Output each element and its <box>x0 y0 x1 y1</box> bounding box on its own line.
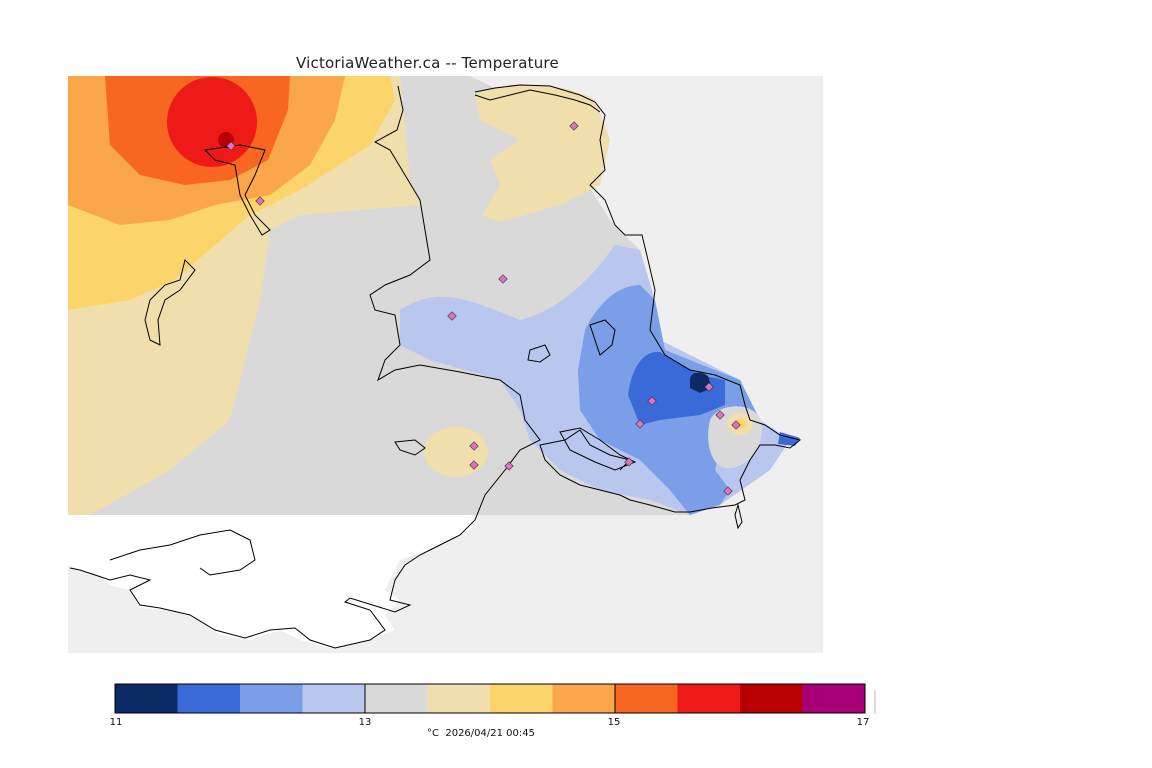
legend-band <box>115 684 178 713</box>
station-marker[interactable] <box>715 410 725 420</box>
legend-band <box>740 684 803 713</box>
legend-bands <box>114 684 866 713</box>
legend-tick-17: 17 <box>856 717 870 728</box>
legend-tick-15: 15 <box>607 717 621 728</box>
legend-timestamp: 2026/04/21 00:45 <box>445 728 535 739</box>
legend-band <box>302 684 366 713</box>
station-marker[interactable] <box>447 311 457 321</box>
station-marker[interactable] <box>504 461 514 471</box>
legend-frame <box>114 683 866 714</box>
station-marker[interactable] <box>731 420 741 430</box>
legend-units: °C <box>427 728 439 739</box>
station-marker[interactable] <box>723 486 733 496</box>
station-marker[interactable] <box>635 419 645 429</box>
station-marker[interactable] <box>226 141 236 151</box>
legend-tick-11: 11 <box>109 717 123 728</box>
legend-band <box>427 684 491 713</box>
legend-band <box>177 684 241 713</box>
legend-band <box>802 684 866 713</box>
legend-band <box>365 684 428 713</box>
legend-caption: °C 2026/04/21 00:45 <box>427 728 535 739</box>
legend-band <box>677 684 741 713</box>
station-marker[interactable] <box>569 121 579 131</box>
station-marker[interactable] <box>255 196 265 206</box>
coastlines <box>69 84 802 649</box>
mainland-shape <box>68 515 478 648</box>
field-11_5-12 <box>628 351 725 425</box>
field-16-16_5 <box>167 77 257 167</box>
legend-tick-13: 13 <box>358 717 372 728</box>
station-marker[interactable] <box>647 396 657 406</box>
legend-band <box>490 684 553 713</box>
station-marker[interactable] <box>704 382 714 392</box>
station-marker[interactable] <box>469 441 479 451</box>
legend-band <box>615 684 678 713</box>
map-title: VictoriaWeather.ca -- Temperature <box>296 54 559 72</box>
station-marker[interactable] <box>624 457 634 467</box>
station-marker[interactable] <box>469 460 479 470</box>
station-marker[interactable] <box>498 274 508 284</box>
legend-band <box>552 684 616 713</box>
legend-band <box>240 684 303 713</box>
station-markers <box>226 121 741 496</box>
field-saanich-north-tan <box>475 84 610 223</box>
